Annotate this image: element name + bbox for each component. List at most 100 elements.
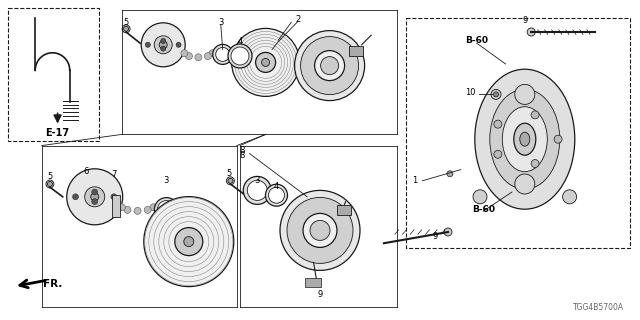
Ellipse shape bbox=[294, 31, 365, 100]
Text: 3: 3 bbox=[255, 176, 260, 185]
Circle shape bbox=[91, 193, 99, 201]
Circle shape bbox=[124, 26, 129, 31]
Circle shape bbox=[554, 135, 562, 143]
Circle shape bbox=[122, 25, 130, 33]
Ellipse shape bbox=[280, 190, 360, 270]
Ellipse shape bbox=[490, 89, 560, 189]
Circle shape bbox=[157, 201, 175, 219]
Circle shape bbox=[228, 44, 252, 68]
Ellipse shape bbox=[515, 174, 535, 194]
Text: 9: 9 bbox=[433, 232, 438, 241]
Circle shape bbox=[447, 171, 453, 177]
Circle shape bbox=[176, 42, 181, 47]
Ellipse shape bbox=[184, 236, 194, 247]
Circle shape bbox=[228, 178, 233, 183]
Circle shape bbox=[227, 177, 234, 185]
Text: 2: 2 bbox=[295, 15, 300, 24]
Text: TGG4B5700A: TGG4B5700A bbox=[573, 303, 624, 312]
Ellipse shape bbox=[315, 51, 344, 81]
Ellipse shape bbox=[310, 220, 330, 240]
Circle shape bbox=[92, 199, 98, 204]
Circle shape bbox=[144, 206, 151, 213]
Circle shape bbox=[204, 52, 211, 60]
Text: 10: 10 bbox=[465, 88, 476, 97]
Text: 8: 8 bbox=[239, 151, 244, 160]
Ellipse shape bbox=[520, 132, 530, 146]
Circle shape bbox=[494, 150, 502, 158]
Circle shape bbox=[84, 187, 105, 207]
Circle shape bbox=[47, 181, 52, 187]
Circle shape bbox=[212, 44, 233, 64]
Circle shape bbox=[154, 198, 179, 222]
Circle shape bbox=[216, 47, 230, 61]
Text: 9: 9 bbox=[522, 16, 527, 25]
Ellipse shape bbox=[321, 57, 339, 75]
Circle shape bbox=[181, 50, 188, 57]
Text: B-60: B-60 bbox=[465, 36, 488, 44]
Text: 7: 7 bbox=[111, 170, 116, 179]
Circle shape bbox=[154, 36, 172, 54]
Circle shape bbox=[527, 28, 535, 36]
Ellipse shape bbox=[255, 52, 276, 72]
Ellipse shape bbox=[301, 36, 358, 95]
Circle shape bbox=[243, 176, 271, 204]
Circle shape bbox=[531, 111, 539, 119]
Text: 8: 8 bbox=[239, 146, 244, 155]
Circle shape bbox=[269, 187, 285, 203]
Bar bbox=[8, 8, 99, 141]
Circle shape bbox=[494, 120, 502, 128]
Circle shape bbox=[124, 206, 131, 213]
Circle shape bbox=[67, 169, 123, 225]
Circle shape bbox=[161, 38, 166, 44]
Circle shape bbox=[195, 54, 202, 61]
Ellipse shape bbox=[303, 213, 337, 247]
Bar bbox=[349, 46, 364, 56]
Circle shape bbox=[92, 189, 98, 195]
Ellipse shape bbox=[515, 84, 535, 104]
Circle shape bbox=[134, 207, 141, 214]
Text: 6: 6 bbox=[84, 167, 89, 176]
Text: 9: 9 bbox=[317, 290, 323, 299]
Circle shape bbox=[186, 52, 193, 60]
Circle shape bbox=[72, 194, 79, 200]
Bar bbox=[305, 278, 321, 287]
Ellipse shape bbox=[475, 69, 575, 209]
Circle shape bbox=[493, 92, 499, 97]
Text: 3: 3 bbox=[218, 18, 223, 27]
Ellipse shape bbox=[502, 107, 547, 172]
Text: B-60: B-60 bbox=[472, 205, 495, 214]
Circle shape bbox=[289, 210, 294, 215]
Circle shape bbox=[247, 180, 268, 200]
Circle shape bbox=[111, 194, 117, 200]
Text: 3: 3 bbox=[164, 176, 169, 185]
Ellipse shape bbox=[262, 59, 269, 67]
Ellipse shape bbox=[287, 197, 353, 263]
Text: 4: 4 bbox=[274, 182, 279, 191]
Text: E-17: E-17 bbox=[45, 128, 70, 138]
Text: FR.: FR. bbox=[43, 279, 62, 289]
Circle shape bbox=[209, 50, 216, 57]
Ellipse shape bbox=[514, 123, 536, 155]
Circle shape bbox=[444, 228, 452, 236]
Circle shape bbox=[150, 204, 157, 211]
Text: 1: 1 bbox=[412, 176, 417, 185]
Circle shape bbox=[141, 23, 185, 67]
Text: 5: 5 bbox=[124, 18, 129, 27]
Ellipse shape bbox=[563, 190, 577, 204]
Text: 5: 5 bbox=[227, 169, 232, 178]
Circle shape bbox=[531, 160, 539, 168]
Text: 5: 5 bbox=[47, 172, 52, 181]
Text: 4: 4 bbox=[237, 37, 243, 46]
Bar bbox=[337, 204, 351, 215]
Circle shape bbox=[161, 46, 166, 51]
Circle shape bbox=[145, 42, 150, 47]
Circle shape bbox=[159, 41, 167, 49]
Circle shape bbox=[266, 184, 287, 206]
Circle shape bbox=[118, 204, 125, 211]
Circle shape bbox=[231, 47, 249, 65]
Circle shape bbox=[46, 180, 54, 188]
Bar bbox=[406, 18, 630, 248]
Circle shape bbox=[491, 89, 501, 100]
Ellipse shape bbox=[144, 196, 234, 287]
Bar bbox=[112, 195, 120, 217]
